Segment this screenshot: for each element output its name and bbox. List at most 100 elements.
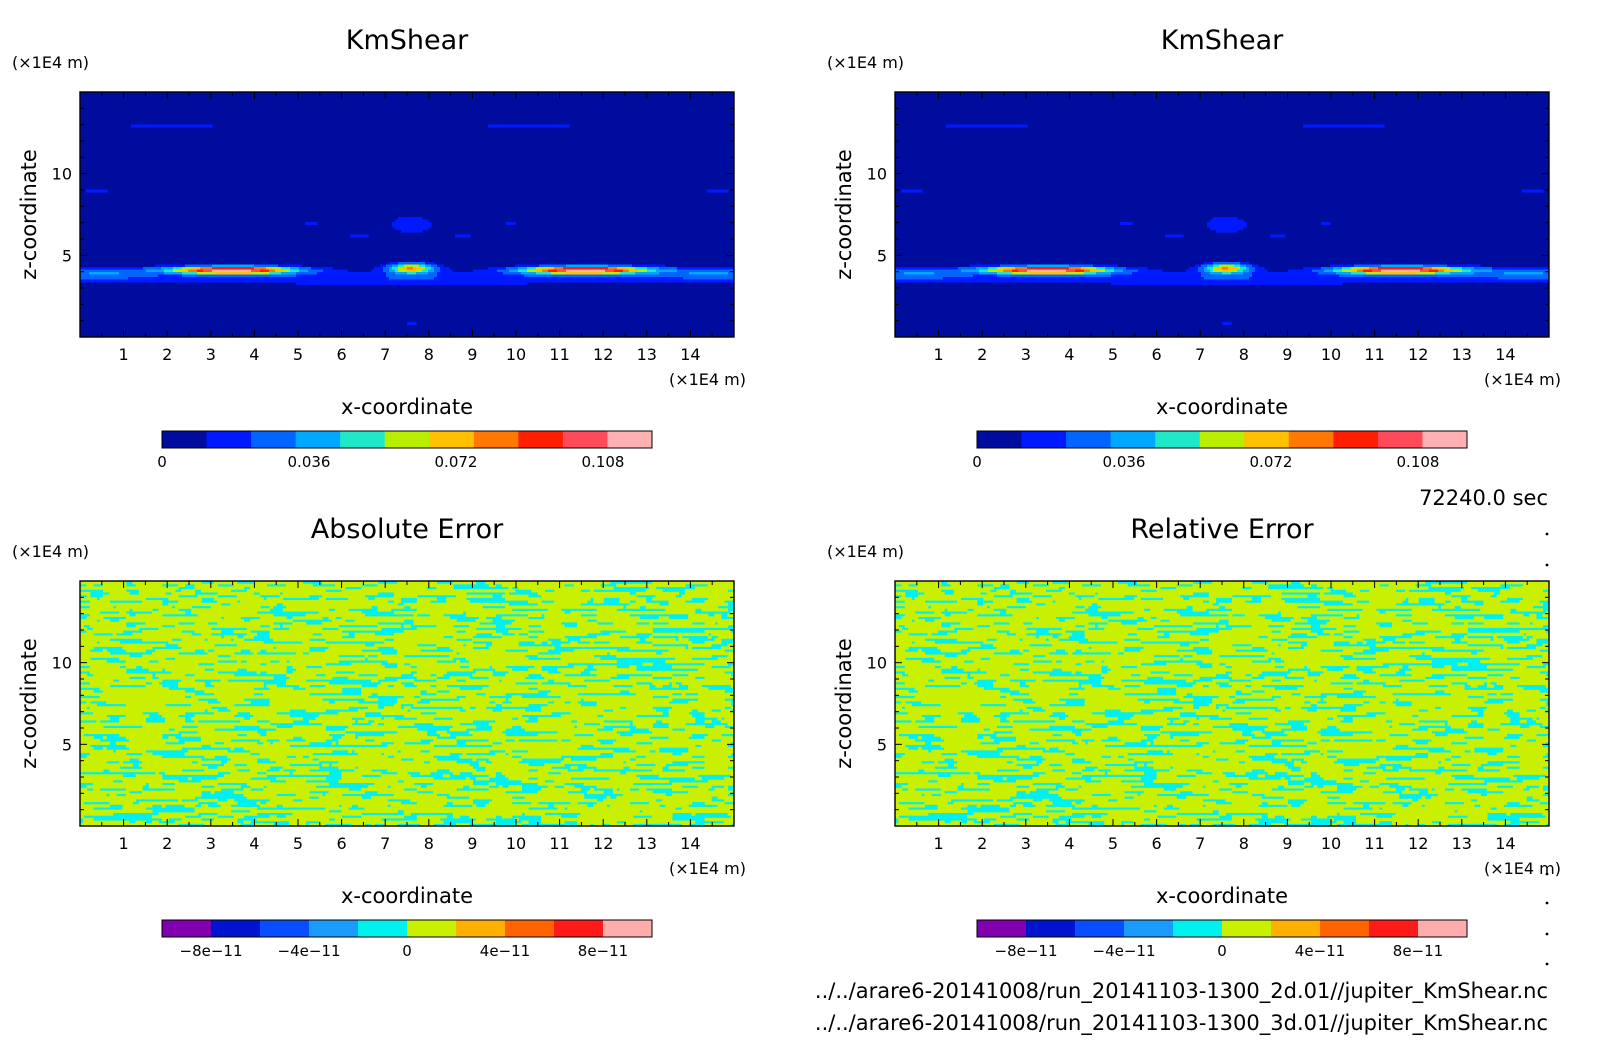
colorbar-tick-label: 8e−11: [578, 942, 628, 960]
heatmap-cell: [911, 719, 916, 724]
heatmap-cell: [1243, 272, 1253, 276]
heatmap-cell: [1136, 632, 1164, 637]
heatmap-cell: [181, 638, 205, 642]
heatmap-cell: [1483, 621, 1508, 626]
heatmap-cell: [204, 689, 343, 694]
heatmap-cell: [1342, 267, 1352, 271]
heatmap-cell: [541, 787, 581, 792]
heatmap-cell: [1186, 796, 1262, 800]
heatmap-cell: [560, 714, 598, 718]
heatmap-cell: [652, 640, 693, 645]
heatmap-cell: [212, 269, 252, 273]
heatmap-cell: [1375, 638, 1383, 642]
heatmap-cell: [410, 662, 568, 666]
heatmap-cell: [1395, 638, 1455, 642]
heatmap-cell: [1503, 790, 1549, 794]
heatmap-cell: [279, 738, 287, 743]
heatmap-cell: [1277, 752, 1282, 756]
heatmap-cell: [158, 627, 212, 631]
heatmap-cell: [1097, 608, 1145, 612]
heatmap-cell: [671, 681, 676, 686]
heatmap-cell: [944, 747, 997, 751]
x-tick-label: 14: [1495, 834, 1515, 853]
heatmap-cell: [966, 815, 1001, 819]
heatmap-cell: [1543, 272, 1549, 276]
heatmap-cell: [488, 684, 568, 688]
heatmap-cell: [282, 591, 379, 596]
heatmap-cell: [80, 676, 130, 680]
heatmap-cell: [1336, 272, 1352, 276]
heatmap-cell: [212, 267, 255, 271]
heatmap-cell: [246, 796, 310, 800]
heatmap-cell: [158, 676, 274, 680]
x-axis-label: x-coordinate: [1156, 395, 1288, 419]
heatmap-cell: [677, 269, 734, 273]
heatmap-cell: [357, 708, 408, 713]
heatmap-cell: [1065, 809, 1145, 813]
heatmap-cell: [1222, 267, 1229, 271]
heatmap-cell: [191, 695, 369, 699]
heatmap-cell: [1009, 719, 1014, 724]
heatmap-cell: [997, 269, 1004, 273]
heatmap-cell: [940, 659, 965, 664]
heatmap-cell: [1081, 670, 1102, 675]
heatmap-cell: [957, 630, 997, 634]
heatmap-cell: [1105, 267, 1115, 271]
heatmap-cell: [135, 624, 163, 628]
heatmap-cell: [1339, 796, 1400, 800]
heatmap-cell: [341, 589, 516, 593]
heatmap-cell: [80, 684, 111, 688]
heatmap-cell: [465, 695, 490, 699]
heatmap-cell: [80, 779, 114, 784]
heatmap-cell: [1212, 698, 1236, 702]
heatmap-cell: [395, 219, 429, 223]
heatmap-cell: [895, 809, 968, 813]
heatmap-cell: [895, 673, 903, 677]
heatmap-cell: [178, 798, 182, 803]
heatmap-cell: [1120, 222, 1133, 226]
heatmap-cell: [1101, 673, 1132, 677]
heatmap-cell: [1316, 708, 1341, 713]
heatmap-cell: [1042, 706, 1164, 710]
heatmap-cell: [1248, 790, 1321, 794]
heatmap-cell: [266, 801, 402, 805]
heatmap-cell: [1431, 583, 1501, 588]
heatmap-cell: [93, 673, 153, 677]
heatmap-cell: [629, 602, 660, 607]
heatmap-cell: [377, 684, 388, 688]
heatmap-cell: [469, 785, 490, 789]
heatmap-cell: [403, 624, 411, 628]
heatmap-cell: [953, 757, 1017, 762]
heatmap-cell: [1535, 708, 1547, 713]
heatmap-cell: [354, 749, 398, 754]
heatmap-cell: [1249, 269, 1256, 273]
heatmap-cell: [1027, 264, 1070, 268]
heatmap-cell: [527, 668, 542, 672]
heatmap-cell: [1545, 665, 1549, 669]
heatmap-cell: [1532, 717, 1537, 721]
heatmap-cell: [976, 267, 989, 271]
heatmap-cell: [570, 700, 578, 705]
heatmap-cell: [1235, 695, 1272, 699]
heatmap-cell: [420, 771, 431, 775]
heatmap-cell: [1288, 269, 1313, 273]
heatmap-cell: [989, 605, 1007, 609]
heatmap-cell: [1519, 640, 1537, 645]
heatmap-cell: [593, 804, 608, 808]
heatmap-cell: [397, 771, 408, 775]
heatmap-cell: [215, 272, 252, 276]
heatmap-cell: [957, 790, 1017, 794]
heatmap-cell: [1240, 262, 1250, 266]
heatmap-cell: [1418, 798, 1472, 803]
heatmap-cell: [720, 719, 734, 724]
heatmap-cell: [1251, 624, 1269, 628]
heatmap-cell: [1496, 594, 1549, 598]
heatmap-cell: [200, 779, 271, 784]
heatmap-cell: [1542, 643, 1549, 647]
heatmap-cell: [1179, 698, 1194, 702]
heatmap-cell: [393, 594, 418, 598]
heatmap-cell: [1342, 749, 1429, 754]
heatmap-cell: [398, 262, 426, 266]
heatmap-cell: [299, 269, 309, 273]
heatmap-cell: [1153, 738, 1181, 743]
